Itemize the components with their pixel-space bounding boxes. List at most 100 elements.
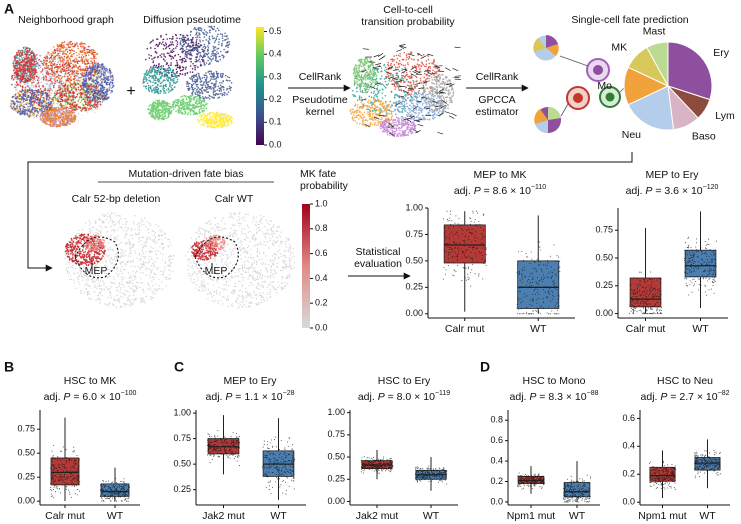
chart-title: HSC to MK	[64, 375, 117, 387]
umap-points	[186, 70, 233, 100]
y-tick-label: 0.4	[622, 441, 635, 451]
umap-title: Calr WT	[215, 193, 254, 205]
y-tick-label: 1.00	[405, 202, 423, 212]
umap-points	[64, 212, 175, 309]
umap-points	[394, 92, 447, 122]
cell-illustration	[532, 34, 625, 134]
subtitle-part: −120	[703, 184, 719, 191]
colorbar-tick-label: 0.3	[269, 71, 282, 81]
pie-slice	[646, 41, 669, 87]
y-tick-label: 0.75	[173, 433, 191, 443]
colorbar-tick-label: 0.4	[269, 49, 282, 59]
pie-slice	[627, 85, 675, 131]
subtitle-part: adj.	[641, 391, 661, 403]
umap-points	[39, 106, 77, 128]
umap-points	[379, 116, 417, 138]
colorbar-title: probability	[300, 180, 349, 192]
mep-label: MEP	[205, 265, 228, 277]
slice-label: Mo	[597, 80, 612, 92]
jitter-points	[628, 271, 663, 315]
y-tick-label: 0.0	[622, 497, 635, 507]
umap-points	[171, 94, 208, 116]
umap-points	[179, 25, 231, 66]
chart-title: Single-cell fate prediction	[571, 14, 688, 26]
umap-points	[205, 234, 226, 252]
chart-title: HSC to Mono	[522, 375, 585, 387]
x-tick-label: WT	[692, 323, 709, 335]
x-tick-label: WT	[423, 510, 440, 522]
umap-points	[422, 73, 455, 114]
chart-title: HSC to Neu	[657, 375, 713, 387]
umap-points	[385, 51, 441, 96]
y-tick-label: 0.25	[595, 280, 613, 290]
mep-outline	[194, 236, 239, 279]
subtitle-part: adj.	[510, 391, 530, 403]
umap-points	[349, 98, 394, 128]
jitter-points	[360, 455, 394, 474]
subtitle-part: = 8.6 × 10	[481, 185, 531, 197]
subtitle-part: adj.	[44, 391, 64, 403]
x-tick-label: WT	[699, 510, 716, 522]
subtitle-part: −28	[283, 390, 295, 397]
pie-slice	[667, 41, 713, 101]
subtitle-part: adj.	[206, 391, 226, 403]
y-tick-label: 0.75	[17, 424, 35, 434]
subtitle-part: P	[660, 391, 667, 403]
x-tick-label: WT	[530, 323, 547, 335]
colorbar	[256, 27, 264, 145]
colorbar-tick-label: 1.0	[315, 198, 328, 208]
box	[443, 224, 486, 264]
subtitle-part: adj.	[358, 391, 378, 403]
step-title: Neighborhood graph	[18, 14, 114, 26]
x-tick-label: Calr mut	[445, 323, 485, 335]
chart-title: MEP to Ery	[224, 375, 278, 387]
y-tick-label: 0.00	[327, 496, 345, 506]
subtitle-part: = 2.7 × 10	[667, 391, 717, 403]
step-label: CellRank	[299, 71, 342, 83]
x-tick-label: WT	[270, 510, 287, 522]
subtitle-part: P	[474, 185, 481, 197]
y-tick-label: 0.00	[405, 308, 423, 318]
step-label: Statistical	[356, 246, 401, 258]
colorbar-title: MK fate	[300, 168, 336, 180]
slice-label: MK	[611, 41, 627, 53]
x-tick-label: WT	[569, 510, 586, 522]
y-tick-label: 0.50	[327, 451, 345, 461]
chart-subtitle: adj. P = 8.0 × 10−119	[358, 390, 450, 402]
y-tick-label: 1.00	[173, 407, 191, 417]
chart-title: MEP to Ery	[646, 169, 700, 181]
chart-subtitle: adj. P = 8.3 × 10−88	[510, 390, 599, 402]
subtitle-part: −110	[531, 184, 546, 191]
subtitle-part: = 6.0 × 10	[70, 391, 120, 403]
y-tick-label: 0.2	[490, 476, 503, 486]
x-tick-label: Jak2 mut	[356, 510, 399, 522]
subtitle-part: P	[225, 391, 232, 403]
chart-title: HSC to Ery	[378, 375, 431, 387]
subtitle-part: = 3.6 × 10	[652, 185, 702, 197]
x-tick-label: Jak2 mut	[202, 510, 245, 522]
slice-label: Ery	[713, 47, 730, 59]
subtitle-part: −82	[718, 390, 730, 397]
colorbar-tick-label: 0.1	[269, 117, 282, 127]
chart-subtitle: adj. P = 3.6 × 10−120	[626, 184, 719, 196]
x-tick-label: Npm1 mut	[638, 510, 687, 522]
jitter-points	[442, 210, 487, 287]
step-title: Cell-to-cell	[383, 4, 433, 16]
colorbar	[302, 204, 310, 328]
step-label: evaluation	[354, 258, 402, 270]
chart-subtitle: adj. P = 8.6 × 10−110	[454, 184, 546, 196]
umap-points	[352, 56, 378, 94]
umap-points	[12, 46, 38, 84]
y-tick-label: 0.00	[595, 308, 613, 318]
y-tick-label: 0.25	[405, 282, 423, 292]
umap-points	[196, 111, 234, 129]
box	[50, 457, 80, 486]
umap-points	[142, 65, 179, 95]
y-tick-label: 0.75	[405, 229, 423, 239]
y-tick-label: 1.00	[327, 407, 345, 417]
y-tick-label: 0.25	[17, 472, 35, 482]
section-title: Mutation-driven fate bias	[129, 168, 244, 180]
velocity-arrows	[360, 44, 461, 137]
chart-subtitle: adj. P = 1.1 × 10−28	[206, 390, 295, 402]
panel-label: A	[4, 1, 14, 17]
